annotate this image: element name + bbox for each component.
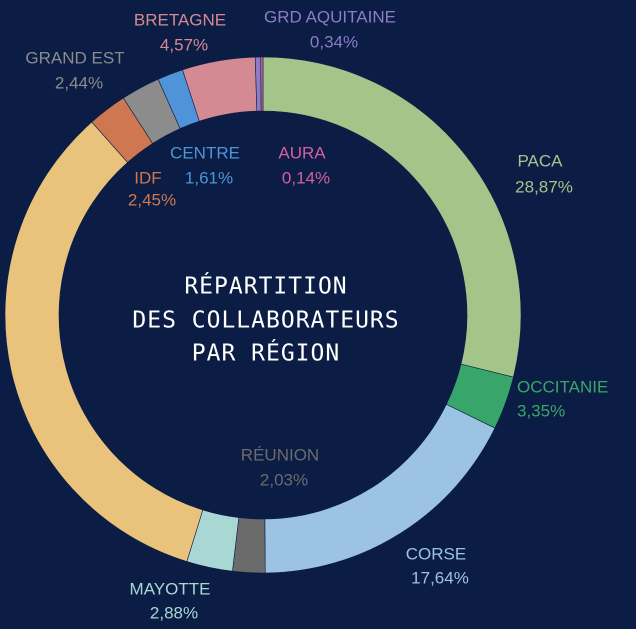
value-label: 28,87% xyxy=(515,177,573,196)
value-label: 0,14% xyxy=(282,168,330,187)
segment-label: CORSE xyxy=(406,544,466,563)
value-label: 2,03% xyxy=(260,470,308,489)
value-label: 2,44% xyxy=(55,73,103,92)
segment-label: IDF xyxy=(134,168,161,187)
segment-label: OCCITANIE xyxy=(517,377,608,396)
value-label: 3,35% xyxy=(517,401,565,420)
chart-title: RÉPARTITION xyxy=(184,272,347,300)
donut-segment xyxy=(260,56,264,112)
value-label: 4,57% xyxy=(160,35,208,54)
segment-label: PACA xyxy=(517,151,563,170)
chart-title: PAR RÉGION xyxy=(192,339,340,367)
segment-label: GRD AQUITAINE xyxy=(264,7,396,26)
segment-label: GRAND EST xyxy=(25,48,124,67)
segment-label: BRETAGNE xyxy=(134,10,226,29)
segment-label: MAYOTTE xyxy=(130,579,211,598)
donut-segment xyxy=(4,121,204,562)
segment-label: RÉUNION xyxy=(241,445,319,464)
value-label: 1,61% xyxy=(185,168,233,187)
value-label: 2,45% xyxy=(128,190,176,209)
value-label: 17,64% xyxy=(411,568,469,587)
chart-title: DES COLLABORATEURS xyxy=(132,308,399,334)
value-label: 0,34% xyxy=(310,32,358,51)
segment-label: AURA xyxy=(278,143,326,162)
value-label: 2,88% xyxy=(150,603,198,622)
segment-label: CENTRE xyxy=(170,143,240,162)
